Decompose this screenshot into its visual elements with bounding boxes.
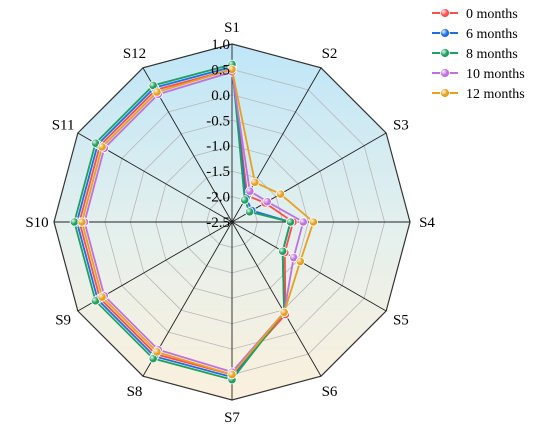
tick-label: 0.5 xyxy=(211,62,230,78)
spoke-line xyxy=(231,132,387,223)
category-label-s8: S8 xyxy=(127,384,143,400)
legend-item: 12 months xyxy=(432,87,525,102)
legend-marker-shine xyxy=(440,88,450,98)
data-point-shine xyxy=(97,142,107,152)
data-point-shine xyxy=(245,207,254,217)
data-point-shine xyxy=(152,347,162,357)
tick-label: -2.5 xyxy=(206,215,230,231)
legend-label: 10 months xyxy=(466,67,525,82)
category-label-s11: S11 xyxy=(52,118,75,134)
tick-label: -2.0 xyxy=(206,190,230,206)
data-point-shine xyxy=(70,217,79,227)
data-point-shine xyxy=(250,178,260,187)
tick-label: 1.0 xyxy=(211,37,230,53)
data-point-shine xyxy=(97,292,107,302)
data-point-shine xyxy=(91,296,100,306)
data-point-shine xyxy=(227,370,237,379)
data-point-shine xyxy=(279,308,289,317)
category-label-s12: S12 xyxy=(123,46,146,62)
category-label-s6: S6 xyxy=(322,384,338,400)
data-point-shine xyxy=(286,217,295,227)
tick-label: -1.0 xyxy=(206,139,230,155)
data-point-shine xyxy=(77,217,87,227)
category-label-s9: S9 xyxy=(55,313,71,329)
data-point-shine xyxy=(240,195,249,205)
legend-item: 6 months xyxy=(432,27,518,42)
data-point-shine xyxy=(152,87,162,97)
legend-marker-shine xyxy=(440,28,450,38)
data-point-shine xyxy=(245,186,254,196)
data-point-shine xyxy=(227,65,237,74)
category-label-s4: S4 xyxy=(419,215,435,231)
tick-label: -1.5 xyxy=(206,164,230,180)
data-point-shine xyxy=(263,197,272,206)
legend: 0 months 6 months 8 months 10 months 12 mont… xyxy=(432,7,525,102)
category-label-s1: S1 xyxy=(224,20,240,36)
legend-label: 6 months xyxy=(466,27,518,42)
legend-item: 0 months xyxy=(432,7,518,22)
data-point-shine xyxy=(299,217,308,227)
spoke-line xyxy=(231,221,387,312)
data-point-shine xyxy=(276,189,285,199)
data-point-shine xyxy=(309,217,318,227)
tick-label: 0.0 xyxy=(211,88,230,104)
category-label-s7: S7 xyxy=(224,410,240,426)
legend-marker-shine xyxy=(440,68,450,78)
legend-label: 0 months xyxy=(466,7,518,22)
data-point-shine xyxy=(278,247,287,256)
legend-item: 8 months xyxy=(432,47,518,62)
data-point-shine xyxy=(148,354,158,363)
legend-marker-shine xyxy=(440,48,450,58)
data-point-shine xyxy=(296,257,305,266)
series-12-months xyxy=(77,64,318,380)
legend-marker-shine xyxy=(440,8,450,18)
category-label-s10: S10 xyxy=(25,215,48,231)
tick-label: -0.5 xyxy=(206,113,230,129)
legend-label: 12 months xyxy=(466,87,525,102)
data-point-shine xyxy=(289,253,298,262)
category-label-s2: S2 xyxy=(322,46,338,62)
data-point-shine xyxy=(148,81,158,90)
data-point-shine xyxy=(91,138,100,148)
category-label-s5: S5 xyxy=(393,313,409,329)
spoke-line xyxy=(231,221,322,377)
legend-item: 10 months xyxy=(432,67,525,82)
category-label-s3: S3 xyxy=(393,118,409,134)
legend-label: 8 months xyxy=(466,47,518,62)
